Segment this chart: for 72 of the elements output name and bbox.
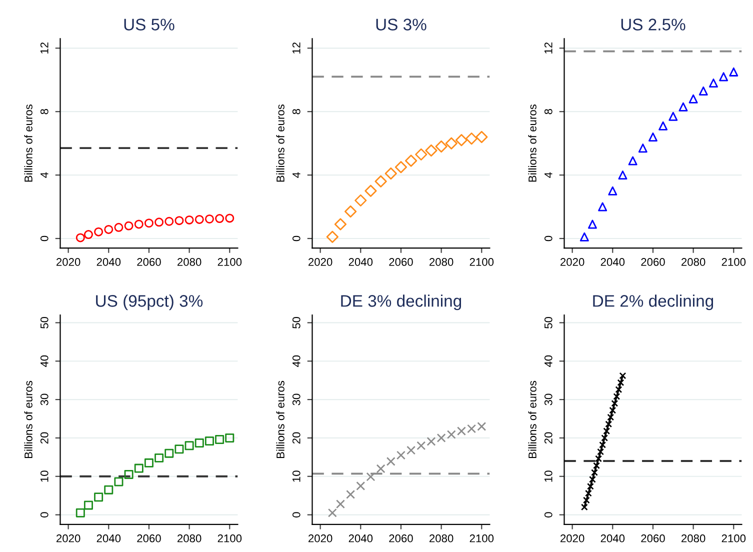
- x-tick-label: 2040: [600, 534, 625, 542]
- y-axis-title: Billions of euros: [276, 104, 284, 182]
- x-tick-label: 2080: [682, 534, 706, 542]
- y-tick-label: 0: [292, 236, 300, 242]
- y-tick-label: 4: [544, 172, 552, 178]
- y-tick-label: 8: [544, 109, 552, 114]
- y-tick-label: 8: [40, 109, 48, 114]
- chart-title: US 3%: [376, 18, 426, 30]
- y-tick-label: 30: [544, 394, 552, 406]
- x-tick-label: 2020: [308, 534, 332, 542]
- y-tick-label: 12: [40, 42, 48, 54]
- y-tick-label: 50: [544, 316, 552, 328]
- x-tick-label: 2100: [218, 258, 242, 266]
- x-tick-label: 2080: [430, 258, 454, 266]
- x-tick-label: 2040: [348, 534, 373, 542]
- x-tick-label: 2060: [389, 258, 413, 266]
- x-tick-label: 2060: [641, 534, 665, 542]
- x-tick-label: 2020: [308, 258, 332, 266]
- y-tick-label: 30: [40, 394, 48, 406]
- x-tick-label: 2100: [470, 534, 494, 542]
- y-tick-label: 50: [292, 316, 300, 328]
- y-tick-label: 30: [292, 394, 300, 406]
- y-tick-label: 10: [544, 470, 552, 482]
- y-tick-label: 8: [292, 109, 300, 114]
- x-tick-label: 2080: [178, 258, 202, 266]
- x-tick-label: 2040: [96, 258, 121, 266]
- y-tick-label: 4: [292, 172, 300, 178]
- x-tick-label: 2060: [641, 258, 665, 266]
- x-tick-label: 2020: [560, 258, 584, 266]
- y-tick-label: 12: [544, 42, 552, 54]
- y-tick-label: 4: [40, 172, 48, 178]
- y-axis-title: Billions of euros: [528, 104, 536, 182]
- x-tick-label: 2020: [560, 534, 584, 542]
- x-tick-label: 2040: [96, 534, 121, 542]
- x-tick-label: 2100: [722, 534, 746, 542]
- y-tick-label: 40: [40, 355, 48, 368]
- y-axis-title: Billions of euros: [24, 380, 32, 458]
- y-axis-title: Billions of euros: [528, 380, 536, 458]
- x-tick-label: 2080: [682, 258, 706, 266]
- x-tick-label: 2060: [389, 534, 413, 542]
- x-tick-label: 2040: [600, 258, 625, 266]
- chart-title: US 5%: [124, 18, 174, 30]
- y-tick-label: 0: [40, 512, 48, 518]
- y-axis-title: Billions of euros: [24, 104, 32, 182]
- chart-title: US 2.5%: [621, 18, 686, 30]
- x-tick-label: 2020: [56, 258, 80, 266]
- x-tick-label: 2060: [137, 534, 161, 542]
- y-tick-label: 50: [40, 316, 48, 328]
- y-tick-label: 0: [292, 512, 300, 518]
- chart-title: US (95pct) 3%: [96, 294, 203, 310]
- x-tick-label: 2060: [137, 258, 161, 266]
- x-tick-label: 2040: [348, 258, 373, 266]
- chart-title: DE 2% declining: [593, 294, 714, 310]
- y-tick-label: 0: [544, 236, 552, 242]
- y-tick-label: 20: [40, 432, 48, 444]
- x-tick-label: 2100: [218, 534, 242, 542]
- x-tick-label: 2080: [430, 534, 454, 542]
- y-tick-label: 12: [292, 42, 300, 54]
- y-axis-title: Billions of euros: [276, 380, 284, 458]
- y-tick-label: 10: [40, 470, 48, 482]
- y-tick-label: 20: [292, 432, 300, 444]
- y-tick-label: 20: [544, 432, 552, 444]
- y-tick-label: 0: [544, 512, 552, 518]
- y-tick-label: 0: [40, 236, 48, 242]
- chart-title: DE 3% declining: [341, 294, 462, 310]
- y-tick-label: 40: [544, 355, 552, 368]
- x-tick-label: 2100: [470, 258, 494, 266]
- y-tick-label: 40: [292, 355, 300, 368]
- x-tick-label: 2080: [178, 534, 202, 542]
- x-tick-label: 2020: [56, 534, 80, 542]
- y-tick-label: 10: [292, 470, 300, 482]
- x-tick-label: 2100: [722, 258, 746, 266]
